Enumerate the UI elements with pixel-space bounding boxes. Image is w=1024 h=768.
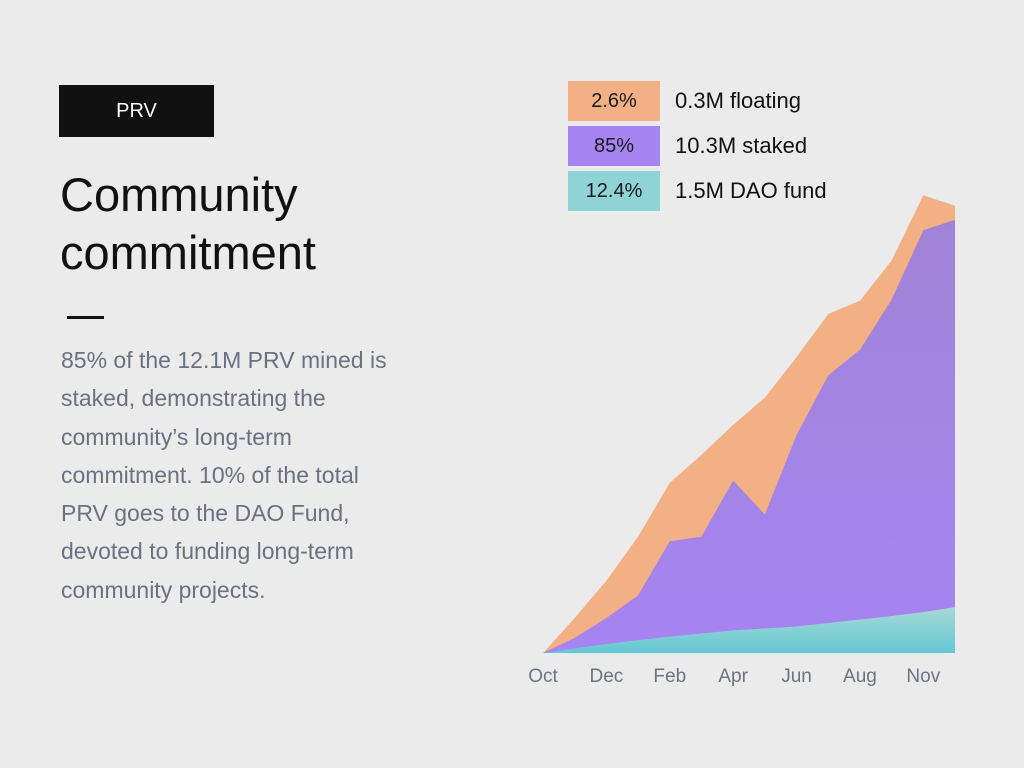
description-line: staked, demonstrating the: [61, 385, 326, 412]
legend-label-dao-fund: 1.5M DAO fund: [675, 178, 827, 203]
x-tick-label: Nov: [906, 666, 940, 687]
area-dao-fund: [543, 607, 955, 653]
description-line: PRV goes to the DAO Fund,: [61, 500, 350, 527]
description: 85% of the 12.1M PRV mined is staked, de…: [61, 341, 461, 609]
x-tick-label: Aug: [843, 666, 877, 687]
page-title: Community commitment: [60, 166, 480, 282]
legend-label-staked: 10.3M staked: [675, 133, 808, 158]
title-divider: [67, 316, 104, 319]
legend-swatch-dao-fund: 12.4%: [568, 171, 660, 211]
legend-swatch-staked: 85%: [568, 126, 660, 166]
legend-item-staked: 85% 10.3M staked: [568, 126, 807, 166]
x-tick-label: Oct: [528, 666, 558, 687]
legend-swatch-floating: 2.6%: [568, 81, 660, 121]
title-line-1: Community: [60, 168, 298, 221]
x-tick-label: Apr: [718, 666, 748, 687]
token-badge: PRV: [59, 85, 214, 137]
description-line: community projects.: [61, 576, 266, 603]
x-tick-label: Dec: [589, 666, 623, 687]
description-line: 85% of the 12.1M PRV mined is: [61, 347, 387, 373]
description-line: community’s long-term: [61, 423, 292, 450]
legend-item-floating: 2.6% 0.3M floating: [568, 81, 801, 121]
x-tick-label: Jun: [781, 666, 812, 687]
legend-label-floating: 0.3M floating: [675, 88, 801, 113]
legend-item-dao-fund: 12.4% 1.5M DAO fund: [568, 171, 827, 211]
area-staked: [543, 219, 955, 653]
title-line-2: commitment: [60, 226, 316, 279]
description-line: devoted to funding long-term: [61, 538, 354, 565]
description-line: commitment. 10% of the total: [61, 461, 359, 488]
x-tick-label: Feb: [653, 666, 686, 687]
